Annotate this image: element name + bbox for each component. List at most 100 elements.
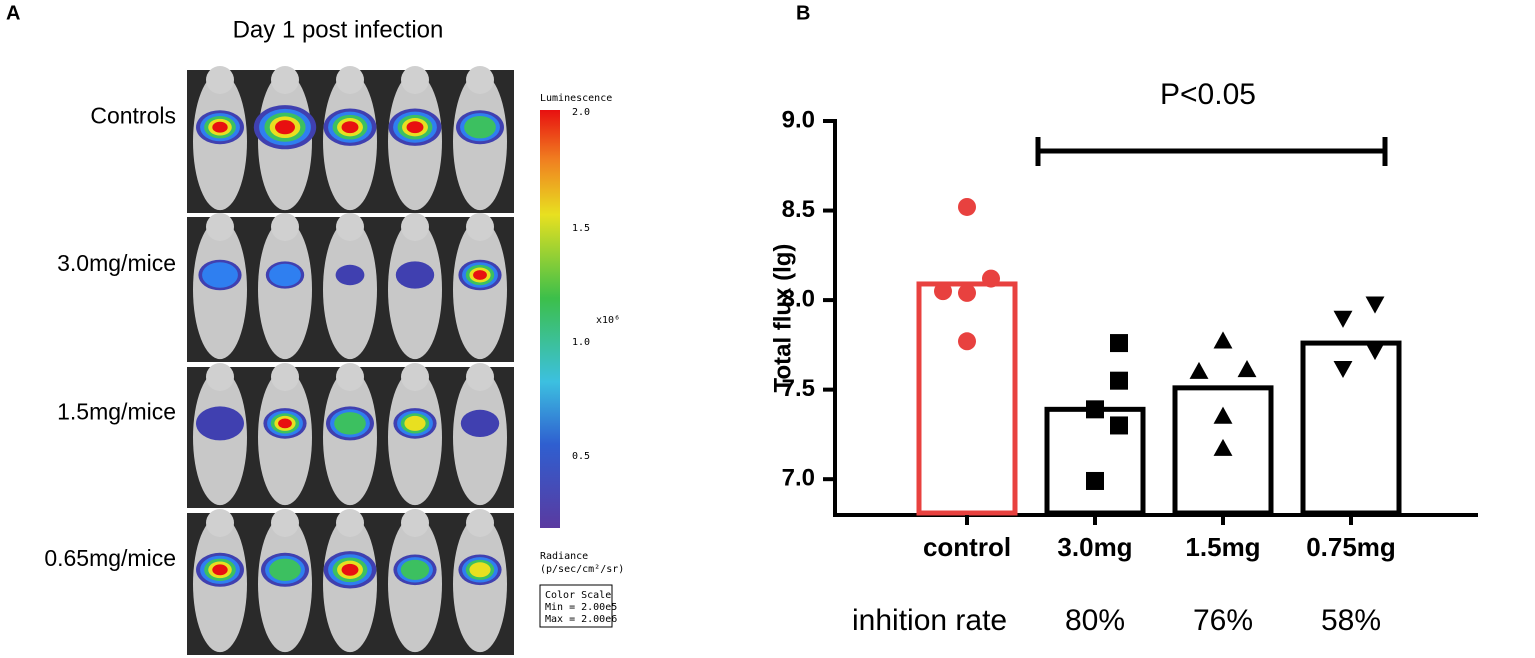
mouse-head — [336, 363, 364, 391]
data-point — [1213, 331, 1233, 349]
scale-tick: 1.5 — [572, 223, 590, 234]
mouse — [453, 369, 507, 506]
y-tick-label: 8.5 — [782, 196, 815, 223]
data-point — [1189, 361, 1209, 379]
panel-letter: B — [796, 2, 810, 24]
signal — [269, 263, 301, 287]
color-scale-max: Max = 2.00e6 — [545, 614, 617, 625]
x-tick-label: 0.75mg — [1306, 532, 1396, 562]
data-point — [1237, 360, 1257, 378]
y-tick-label: 7.5 — [782, 375, 815, 402]
y-axis-label: Total flux (lg) — [769, 244, 796, 393]
signal — [202, 262, 238, 288]
signal — [469, 562, 491, 578]
row-label: 3.0mg/mice — [57, 250, 176, 276]
rate-value: 58% — [1321, 604, 1381, 637]
data-point — [982, 269, 1000, 288]
mouse-head — [206, 363, 234, 391]
panel-title: Day 1 post infection — [233, 16, 444, 43]
mouse-head — [271, 66, 299, 94]
x-tick-label: 3.0mg — [1057, 532, 1132, 562]
mouse-images — [187, 66, 514, 655]
rate-value: 76% — [1193, 604, 1253, 637]
signal — [334, 412, 366, 435]
signal — [400, 559, 430, 580]
scale-tick: 0.5 — [572, 451, 590, 462]
row-label: 1.5mg/mice — [57, 399, 176, 425]
annotation: P<0.05 — [1160, 78, 1256, 111]
data-point — [1086, 471, 1104, 490]
signal — [460, 409, 500, 437]
radiance-unit: (p/sec/cm²/sr) — [540, 564, 624, 575]
y-tick-label: 7.0 — [782, 465, 815, 492]
data-point — [934, 282, 952, 301]
data-point — [1213, 438, 1233, 456]
rate-value: 80% — [1065, 604, 1125, 637]
mouse-head — [401, 66, 429, 94]
color-bar — [540, 110, 560, 528]
mouse-head — [206, 213, 234, 241]
scale-title: Luminescence — [540, 93, 612, 104]
scale-tick: 2.0 — [572, 107, 590, 118]
x-tick-label: 1.5mg — [1185, 532, 1260, 562]
rate-label: inhition rate — [852, 604, 1007, 637]
mouse-head — [466, 363, 494, 391]
signal — [275, 120, 295, 135]
signal — [212, 564, 228, 576]
signal — [212, 121, 228, 133]
scale-tick: 1.0 — [572, 337, 590, 348]
x-tick-label: control — [923, 532, 1011, 562]
color-scale: Color Scale — [545, 590, 611, 601]
mouse — [388, 219, 442, 360]
data-point — [1110, 371, 1128, 390]
mouse-head — [401, 509, 429, 537]
mouse-head — [271, 509, 299, 537]
mouse — [258, 219, 312, 360]
mouse-head — [336, 66, 364, 94]
color-scale-min: Min = 2.00e5 — [545, 602, 617, 613]
mouse-head — [466, 66, 494, 94]
y-tick-label: 8.0 — [782, 285, 815, 312]
signal — [196, 406, 244, 441]
data-point — [1110, 334, 1128, 353]
data-point — [958, 197, 976, 216]
mouse-head — [401, 213, 429, 241]
data-point — [1365, 343, 1385, 361]
signal — [341, 121, 359, 134]
significance-bracket — [1035, 137, 1388, 166]
signal — [341, 563, 359, 576]
signal — [335, 264, 365, 286]
y-tick-label: 9.0 — [782, 106, 815, 133]
data-point — [1333, 360, 1353, 379]
signal — [269, 558, 301, 582]
mouse — [323, 219, 377, 360]
data-point — [1110, 416, 1128, 435]
signal — [404, 415, 426, 431]
signal — [464, 115, 496, 139]
mouse-head — [271, 363, 299, 391]
bar — [916, 281, 1018, 516]
mouse-head — [466, 213, 494, 241]
data-point — [1333, 310, 1353, 328]
color-scale-box — [539, 584, 613, 628]
data-point — [1213, 406, 1233, 424]
data-point — [958, 283, 976, 302]
row-label: Controls — [90, 102, 176, 128]
signal — [473, 270, 487, 280]
signal — [395, 261, 435, 289]
mouse-head — [206, 66, 234, 94]
radiance-label: Radiance — [540, 551, 588, 562]
data-point — [1086, 400, 1104, 419]
mouse-head — [271, 213, 299, 241]
mouse-head — [206, 509, 234, 537]
mouse-head — [466, 509, 494, 537]
signal — [278, 418, 292, 429]
data-point — [958, 332, 976, 351]
mouse-head — [336, 509, 364, 537]
bar — [1300, 340, 1402, 516]
scale-unit: x10⁶ — [596, 315, 620, 326]
row-label: 0.65mg/mice — [44, 545, 176, 571]
signal — [406, 121, 424, 134]
